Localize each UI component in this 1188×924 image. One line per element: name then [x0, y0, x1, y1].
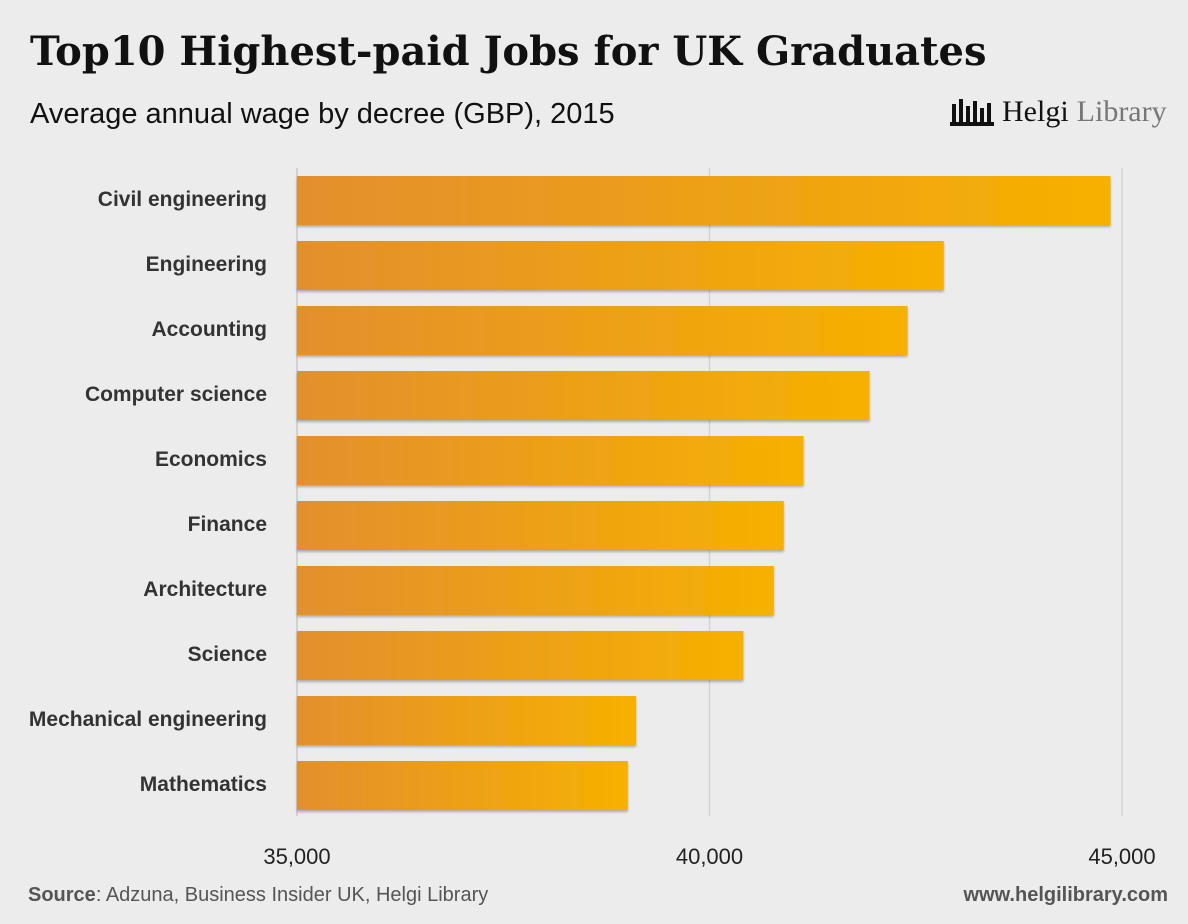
chart-subtitle: Average annual wage by decree (GBP), 201…: [30, 98, 615, 130]
x-tick-label: 40,000: [676, 844, 743, 869]
brand-logo-helgi: Helgi: [1002, 95, 1069, 128]
bar: [297, 631, 744, 680]
chart-title: Top10 Highest-paid Jobs for UK Graduates: [30, 28, 987, 75]
bar: [297, 761, 628, 810]
source-line: Source: Adzuna, Business Insider UK, Hel…: [28, 884, 488, 907]
category-label: Mechanical engineering: [29, 708, 267, 731]
brand-logo-library: Library: [1076, 95, 1167, 128]
bar: [297, 436, 804, 485]
bar: [297, 501, 784, 550]
x-axis-tick-labels: 35,000 40,000 45,000: [263, 844, 1155, 869]
source-text: : Adzuna, Business Insider UK, Helgi Lib…: [95, 884, 489, 906]
helgi-library-logo-icon: [950, 99, 994, 126]
source-prefix: Source: [28, 884, 96, 906]
x-tick-label: 45,000: [1088, 844, 1155, 869]
bar: [297, 306, 908, 355]
bar: [297, 371, 870, 420]
brand-logo[interactable]: Helgi Library: [950, 92, 1167, 132]
bar: [297, 696, 637, 745]
bar: [297, 241, 944, 290]
category-label: Architecture: [143, 578, 267, 601]
category-label: Mathematics: [140, 773, 267, 796]
bars: [297, 176, 1111, 810]
bar: [297, 566, 774, 615]
category-label: Engineering: [146, 253, 267, 276]
category-label: Computer science: [85, 383, 267, 406]
x-tick-label: 35,000: [263, 844, 330, 869]
category-label: Civil engineering: [98, 188, 267, 211]
bar: [297, 176, 1111, 225]
website-link[interactable]: www.helgilibrary.com: [963, 884, 1169, 906]
category-label: Finance: [188, 513, 267, 536]
category-label: Economics: [155, 448, 267, 471]
category-labels: Civil engineering Engineering Accounting Co…: [29, 188, 267, 796]
category-label: Science: [188, 643, 267, 666]
category-label: Accounting: [152, 318, 268, 341]
